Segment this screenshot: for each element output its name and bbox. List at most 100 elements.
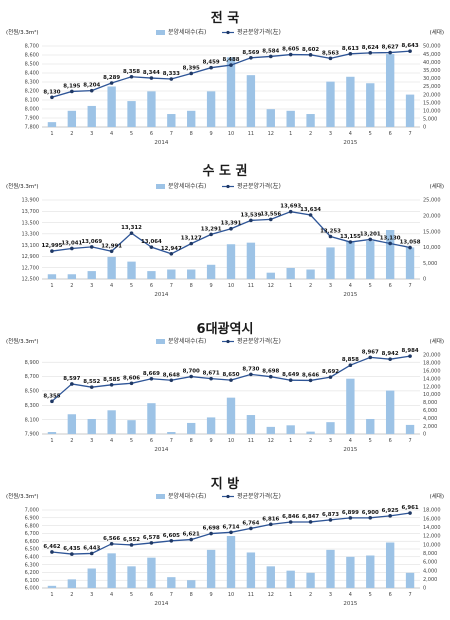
- left-axis-unit: (천원/3.3m²): [6, 492, 39, 500]
- category-label: 12: [268, 592, 274, 598]
- bar: [366, 83, 375, 127]
- bar: [167, 577, 176, 588]
- category-label: 8: [190, 438, 193, 444]
- data-label: 13,058: [400, 240, 421, 246]
- category-label: 2: [309, 592, 312, 598]
- line-point: [50, 95, 54, 100]
- category-label: 2: [70, 131, 73, 137]
- legend-bar-label: 분양세대수(右): [168, 28, 206, 36]
- bar: [67, 110, 77, 127]
- line-point: [408, 49, 412, 53]
- data-label: 8,692: [322, 369, 339, 375]
- category-label: 7: [408, 438, 411, 444]
- left-tick-label: 12,700: [22, 265, 40, 271]
- bar: [266, 566, 275, 588]
- line-point: [209, 531, 213, 536]
- data-label: 8,646: [302, 372, 319, 378]
- left-axis-unit: (천원/3.3m²): [6, 28, 39, 36]
- line-point: [50, 399, 54, 404]
- left-tick-label: 6,900: [25, 516, 39, 522]
- bar: [385, 542, 395, 588]
- legend-bar-label: 분양세대수(右): [168, 337, 206, 345]
- line-point: [388, 357, 392, 361]
- data-label: 8,569: [242, 50, 259, 56]
- bar: [286, 425, 295, 434]
- category-label: 5: [369, 131, 372, 137]
- left-tick-label: 6,400: [25, 555, 39, 561]
- bar: [187, 422, 196, 434]
- category-label: 6: [389, 592, 392, 598]
- bar: [405, 94, 415, 127]
- bar: [306, 572, 315, 588]
- legend-line-marker: [226, 30, 230, 35]
- data-label: 8,643: [402, 43, 419, 49]
- line-point: [288, 378, 293, 383]
- bar: [206, 549, 216, 588]
- bar: [405, 424, 415, 434]
- bar: [47, 585, 57, 588]
- left-tick-label: 13,900: [22, 198, 40, 204]
- line-point: [328, 56, 333, 61]
- left-tick-label: 13,300: [22, 232, 40, 238]
- category-label: 12: [268, 283, 274, 289]
- category-label: 5: [130, 592, 133, 598]
- category-label: 2: [70, 438, 73, 444]
- data-label: 8,585: [103, 377, 120, 383]
- category-label: 7: [170, 592, 173, 598]
- bar: [206, 264, 216, 279]
- category-label: 4: [110, 438, 113, 444]
- left-tick-label: 8,000: [25, 107, 39, 113]
- legend-line-label: 평균분양가격(左): [237, 492, 281, 500]
- legend-bar-swatch: [156, 494, 165, 499]
- year-label: 2015: [343, 292, 357, 298]
- bar: [306, 431, 315, 434]
- data-label: 8,552: [83, 379, 100, 385]
- data-label: 8,333: [163, 71, 180, 77]
- data-label: 6,578: [143, 535, 160, 541]
- data-label: 13,130: [380, 235, 401, 241]
- data-label: 13,693: [280, 204, 301, 210]
- category-label: 3: [329, 283, 332, 289]
- data-label: 8,649: [282, 372, 299, 378]
- bar: [385, 230, 395, 279]
- line-point: [408, 511, 412, 515]
- bar: [326, 81, 335, 127]
- data-label: 8,669: [143, 371, 160, 377]
- data-label: 8,355: [43, 393, 60, 399]
- line-point: [129, 231, 134, 235]
- bar: [167, 432, 176, 434]
- category-label: 8: [190, 283, 193, 289]
- bar: [187, 110, 196, 127]
- data-label: 13,155: [340, 234, 361, 240]
- data-label: 6,816: [262, 516, 279, 522]
- right-tick-label: 6,000: [423, 408, 437, 414]
- line-point: [89, 385, 94, 389]
- line-point: [189, 71, 194, 76]
- bar: [167, 114, 176, 127]
- left-tick-label: 8,100: [25, 98, 39, 104]
- data-label: 8,700: [183, 369, 200, 375]
- data-label: 13,312: [121, 225, 142, 231]
- legend-line-label: 평균분양가격(左): [237, 337, 281, 345]
- bar: [405, 247, 415, 279]
- data-label: 8,967: [362, 349, 379, 355]
- chart-title: 수 도 권: [203, 164, 248, 179]
- left-tick-label: 8,900: [25, 360, 39, 366]
- category-label: 1: [50, 283, 53, 289]
- data-label: 8,984: [402, 348, 419, 354]
- right-tick-label: 50,000: [423, 44, 441, 50]
- category-label: 5: [130, 283, 133, 289]
- category-label: 1: [50, 438, 53, 444]
- line-point: [268, 374, 273, 379]
- data-label: 12,995: [42, 243, 63, 249]
- line-point: [408, 245, 412, 250]
- bar: [67, 414, 77, 434]
- right-axis-unit: (세대): [430, 28, 444, 36]
- bar: [266, 109, 275, 127]
- category-label: 6: [150, 283, 153, 289]
- line-point: [268, 522, 273, 527]
- right-tick-label: 5,000: [423, 261, 437, 267]
- left-tick-label: 8,200: [25, 89, 39, 95]
- line-point: [408, 354, 412, 358]
